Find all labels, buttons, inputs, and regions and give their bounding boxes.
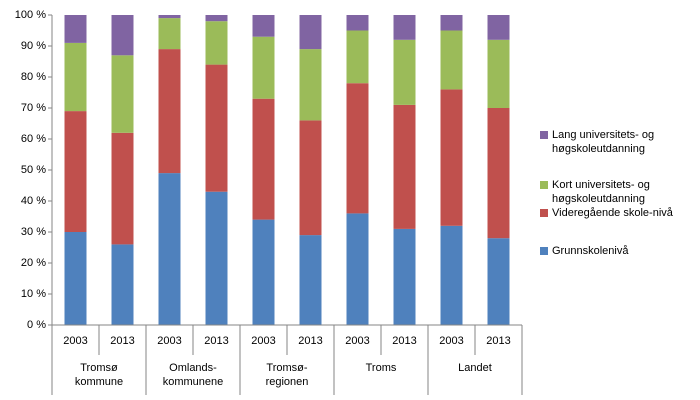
bar-segment — [64, 42, 87, 112]
bar-segment — [440, 15, 463, 31]
bar-segment — [346, 30, 369, 84]
group-label: Troms — [365, 362, 397, 374]
bar-segment — [111, 132, 134, 245]
bar-segment — [487, 108, 510, 239]
bar-segment — [252, 219, 275, 325]
bar-segment — [158, 15, 181, 19]
bar-segment — [299, 15, 322, 50]
y-tick-label: 0 % — [27, 319, 46, 331]
bar-segment — [252, 98, 275, 220]
bar-segment — [299, 49, 322, 121]
bar-segment — [346, 83, 369, 214]
group-label: Omlands- kommunene — [162, 362, 224, 388]
x-tick-label: 2013 — [298, 335, 322, 347]
x-tick-label: 2013 — [204, 335, 228, 347]
legend-key — [540, 247, 548, 255]
x-tick-label: 2013 — [110, 335, 134, 347]
y-tick-label: 50 % — [21, 164, 46, 176]
bar-segment — [158, 173, 181, 325]
y-tick-label: 80 % — [21, 71, 46, 83]
bar-segment — [487, 39, 510, 108]
x-tick-label: 2013 — [392, 335, 416, 347]
x-tick-label: 2013 — [486, 335, 510, 347]
x-tick-label: 2003 — [345, 335, 369, 347]
bar-segment — [487, 15, 510, 40]
bar-segment — [64, 15, 87, 43]
legend-label: Kort universitets- og høgskoleutdanning — [552, 179, 650, 205]
y-tick-label: 70 % — [21, 102, 46, 114]
bar-segment — [440, 30, 463, 90]
bar-segment — [440, 225, 463, 325]
bar-segment — [346, 213, 369, 325]
y-tick-label: 90 % — [21, 40, 46, 52]
bar-segment — [299, 235, 322, 325]
legend-key — [540, 131, 548, 139]
bar-segment — [64, 111, 87, 232]
bar-segment — [487, 238, 510, 325]
x-tick-label: 2003 — [439, 335, 463, 347]
bar-segment — [64, 232, 87, 325]
legend-key — [540, 209, 548, 217]
bar-segment — [346, 15, 369, 31]
y-tick-label: 30 % — [21, 226, 46, 238]
bar-segment — [111, 15, 134, 56]
bar-segment — [440, 89, 463, 226]
y-tick-label: 100 % — [15, 9, 46, 21]
y-tick-label: 20 % — [21, 257, 46, 269]
bar-segment — [158, 18, 181, 50]
bar-segment — [252, 36, 275, 99]
bar-segment — [252, 15, 275, 37]
x-tick-label: 2003 — [157, 335, 181, 347]
x-tick-label: 2003 — [251, 335, 275, 347]
bar-segment — [393, 39, 416, 105]
bar-segment — [205, 15, 228, 22]
legend-key — [540, 181, 548, 189]
bar-segment — [393, 228, 416, 325]
bar-segment — [111, 55, 134, 133]
legend-label: Videregående skole-nivå — [552, 207, 673, 219]
y-tick-label: 60 % — [21, 133, 46, 145]
x-tick-label: 2003 — [63, 335, 87, 347]
legend-label: Lang universitets- og høgskoleutdanning — [552, 129, 655, 155]
bar-segment — [205, 191, 228, 325]
group-label: Tromsø kommune — [74, 362, 124, 388]
bar-segment — [205, 64, 228, 192]
group-label: Tromsø- regionen — [265, 362, 309, 388]
bar-segment — [393, 15, 416, 40]
bar-segment — [393, 104, 416, 229]
bar-segment — [299, 120, 322, 236]
bar-segment — [158, 49, 181, 174]
y-tick-label: 40 % — [21, 195, 46, 207]
y-tick-label: 10 % — [21, 288, 46, 300]
group-label: Landet — [458, 362, 492, 374]
bar-segment — [205, 21, 228, 65]
bar-segment — [111, 244, 134, 325]
legend-label: Grunnskolenivå — [552, 245, 629, 257]
